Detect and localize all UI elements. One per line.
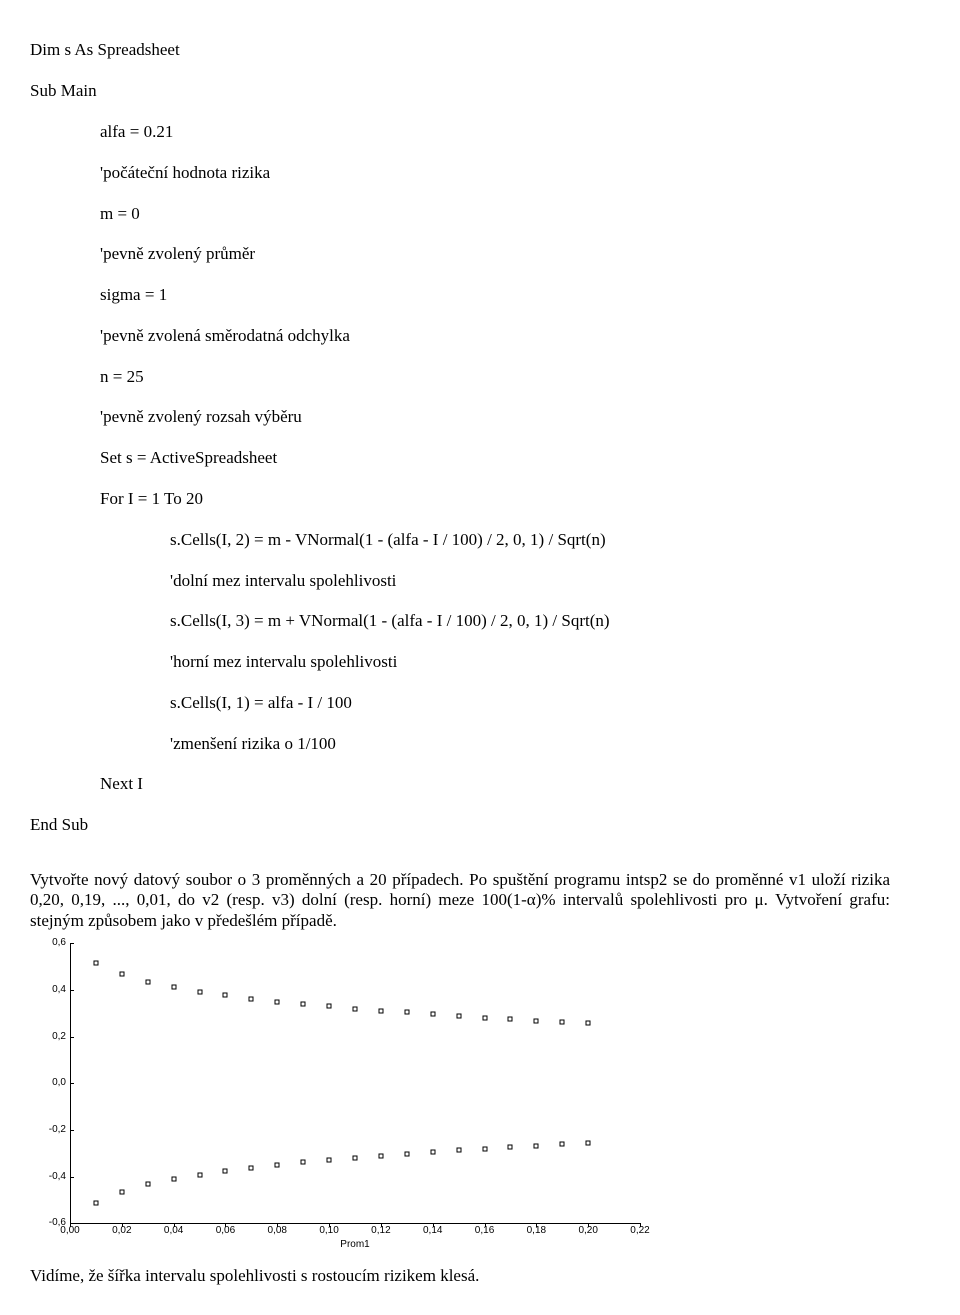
code-line: s.Cells(I, 3) = m + VNormal(1 - (alfa - … — [30, 611, 930, 631]
y-tick-mark — [70, 1130, 74, 1131]
y-tick-label: 0,0 — [30, 1077, 66, 1089]
y-tick-mark — [70, 1037, 74, 1038]
data-point — [430, 1012, 435, 1017]
data-point — [119, 972, 124, 977]
data-point — [249, 996, 254, 1001]
x-tick-mark — [225, 1223, 226, 1227]
data-point — [404, 1151, 409, 1156]
data-point — [456, 1148, 461, 1153]
paragraph-conclusion: Vidíme, že šířka intervalu spolehlivosti… — [30, 1266, 890, 1286]
plot-area — [70, 943, 641, 1224]
code-line: 'zmenšení rizika o 1/100 — [30, 734, 930, 754]
data-point — [197, 1172, 202, 1177]
data-point — [456, 1013, 461, 1018]
data-point — [353, 1006, 358, 1011]
y-tick-label: 0,6 — [30, 937, 66, 949]
data-point — [223, 993, 228, 998]
code-line: sigma = 1 — [30, 285, 930, 305]
code-line: s.Cells(I, 2) = m - VNormal(1 - (alfa - … — [30, 530, 930, 550]
y-tick-mark — [70, 943, 74, 944]
x-axis-label: Prom1 — [340, 1239, 369, 1251]
data-point — [145, 1182, 150, 1187]
x-tick-mark — [485, 1223, 486, 1227]
x-tick-mark — [174, 1223, 175, 1227]
code-block: Dim s As Spreadsheet Sub Main alfa = 0.2… — [30, 20, 930, 856]
code-line: Sub Main — [30, 81, 930, 101]
data-point — [93, 1201, 98, 1206]
code-line: m = 0 — [30, 204, 930, 224]
code-line: n = 25 — [30, 367, 930, 387]
data-point — [482, 1146, 487, 1151]
data-point — [404, 1010, 409, 1015]
y-tick-mark — [70, 1177, 74, 1178]
x-tick-mark — [536, 1223, 537, 1227]
code-line: 'dolní mez intervalu spolehlivosti — [30, 571, 930, 591]
code-line: 'pevně zvolená směrodatná odchylka — [30, 326, 930, 346]
data-point — [171, 985, 176, 990]
data-point — [197, 989, 202, 994]
code-line: Dim s As Spreadsheet — [30, 40, 930, 60]
data-point — [560, 1020, 565, 1025]
x-tick-mark — [640, 1223, 641, 1227]
data-point — [482, 1015, 487, 1020]
y-tick-label: 0,4 — [30, 984, 66, 996]
x-tick-mark — [433, 1223, 434, 1227]
data-point — [275, 1162, 280, 1167]
data-point — [171, 1177, 176, 1182]
data-point — [301, 1160, 306, 1165]
x-tick-mark — [329, 1223, 330, 1227]
y-tick-label: -0,4 — [30, 1171, 66, 1183]
data-point — [275, 999, 280, 1004]
data-point — [378, 1008, 383, 1013]
y-tick-label: -0,2 — [30, 1124, 66, 1136]
data-point — [430, 1150, 435, 1155]
code-line: 'pevně zvolený průměr — [30, 244, 930, 264]
data-point — [93, 961, 98, 966]
data-point — [327, 1157, 332, 1162]
data-point — [353, 1155, 358, 1160]
code-line: s.Cells(I, 1) = alfa - I / 100 — [30, 693, 930, 713]
y-tick-label: 0,2 — [30, 1031, 66, 1043]
x-tick-mark — [122, 1223, 123, 1227]
code-line: 'počáteční hodnota rizika — [30, 163, 930, 183]
scatter-chart: -0,6-0,4-0,20,00,20,40,60,000,020,040,06… — [30, 939, 670, 1254]
data-point — [508, 1145, 513, 1150]
code-line: Set s = ActiveSpreadsheet — [30, 448, 930, 468]
code-line: alfa = 0.21 — [30, 122, 930, 142]
x-tick-mark — [588, 1223, 589, 1227]
data-point — [586, 1021, 591, 1026]
y-tick-mark — [70, 990, 74, 991]
data-point — [534, 1018, 539, 1023]
data-point — [119, 1189, 124, 1194]
paragraph-instructions: Vytvořte nový datový soubor o 3 proměnný… — [30, 870, 890, 931]
code-line: End Sub — [30, 815, 930, 835]
data-point — [249, 1165, 254, 1170]
x-tick-mark — [381, 1223, 382, 1227]
x-tick-mark — [277, 1223, 278, 1227]
data-point — [301, 1002, 306, 1007]
x-tick-mark — [70, 1223, 71, 1227]
data-point — [508, 1017, 513, 1022]
data-point — [378, 1153, 383, 1158]
code-line: Next I — [30, 774, 930, 794]
code-line: 'horní mez intervalu spolehlivosti — [30, 652, 930, 672]
data-point — [145, 979, 150, 984]
data-point — [327, 1004, 332, 1009]
y-tick-mark — [70, 1083, 74, 1084]
data-point — [586, 1140, 591, 1145]
code-line: For I = 1 To 20 — [30, 489, 930, 509]
code-line: 'pevně zvolený rozsah výběru — [30, 407, 930, 427]
data-point — [560, 1142, 565, 1147]
data-point — [223, 1168, 228, 1173]
data-point — [534, 1143, 539, 1148]
